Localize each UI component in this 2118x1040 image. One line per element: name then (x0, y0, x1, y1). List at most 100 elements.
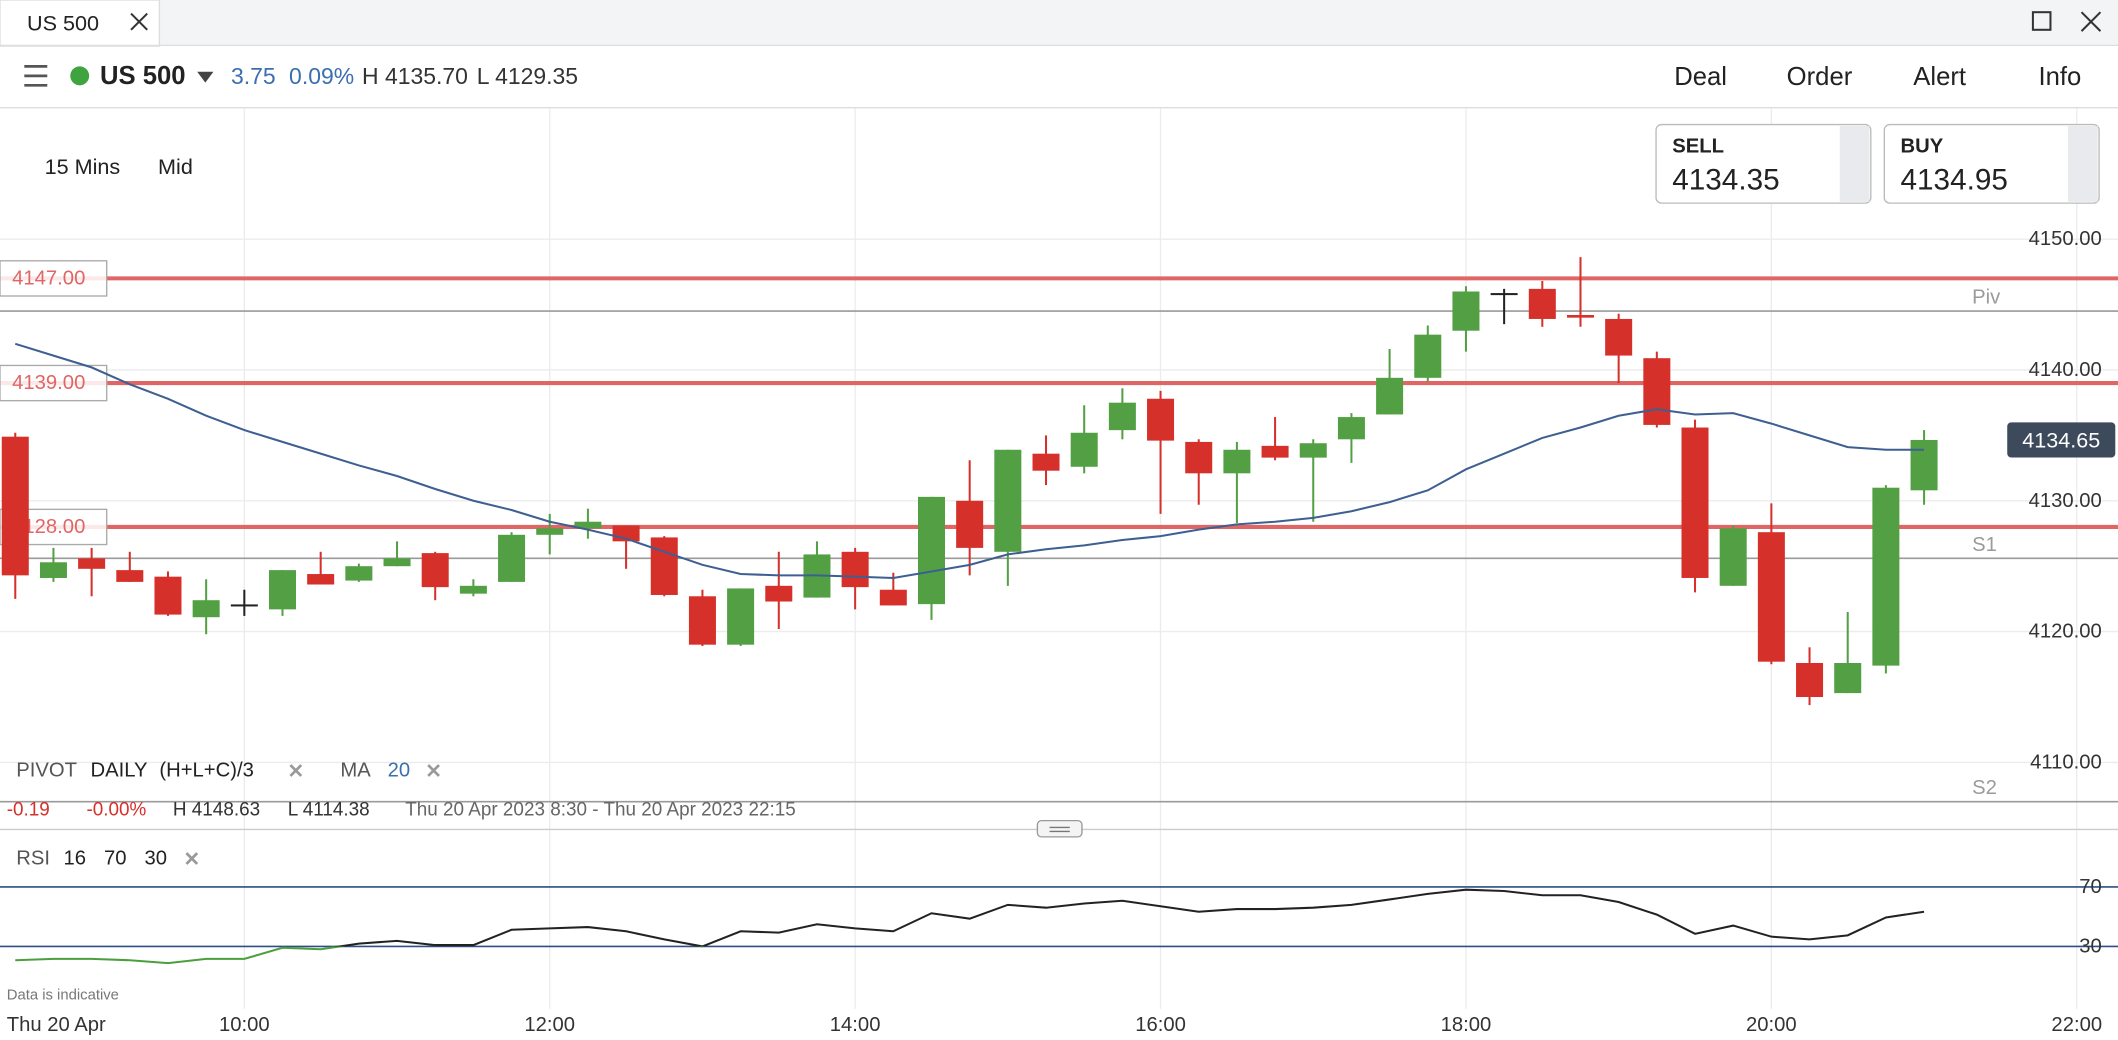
pivot-legend: PIVOT (16, 760, 77, 782)
menu-item[interactable]: Deal (1674, 63, 1727, 91)
ma-period: 20 (388, 760, 411, 782)
range-low: L 4114.38 (288, 799, 370, 820)
candle-body (917, 496, 946, 605)
sell-frame[interactable] (1655, 123, 1872, 204)
candle-body (1032, 453, 1060, 471)
change: 3.75 (231, 63, 276, 89)
pivot-period: DAILY (91, 760, 148, 782)
menu-item[interactable]: Alert (1913, 63, 1966, 91)
candle-body (1566, 315, 1594, 318)
candle-body (1452, 291, 1480, 331)
candle-body (1, 436, 29, 576)
menu-button[interactable] (24, 65, 48, 87)
x-tick-label: 20:00 (1746, 1014, 1797, 1036)
range-period: Thu 20 Apr 2023 8:30 - Thu 20 Apr 2023 2… (405, 799, 796, 820)
candle-body (574, 521, 602, 529)
candle-body (1528, 288, 1556, 319)
x-tick-label: 18:00 (1441, 1014, 1492, 1036)
remove-ma[interactable] (427, 764, 440, 777)
candle-body (345, 566, 373, 581)
candle-body (116, 570, 144, 582)
candle-body (1681, 427, 1709, 578)
candle-body (1910, 439, 1938, 491)
x-tick-label: 16:00 (1135, 1014, 1186, 1036)
buy-box[interactable]: BUY 4134.95 (1883, 123, 2100, 204)
footer-note: Data is indicative (7, 987, 119, 1003)
low: L 4129.35 (477, 63, 578, 89)
last-price-label: 4134.65 (2022, 427, 2100, 452)
rsi-period: 16 (63, 848, 86, 870)
interval[interactable]: 15 Mins (45, 154, 121, 179)
y-tick-label: 4150.00 (2029, 228, 2102, 250)
remove-pivot[interactable] (289, 764, 303, 777)
tab-bar (0, 0, 2118, 45)
remove-rsi[interactable] (185, 852, 199, 865)
rsi-legend: RSI (16, 848, 50, 870)
candle-body (498, 534, 526, 582)
rsi-oversold: 30 (145, 848, 168, 870)
tab-close[interactable] (130, 12, 148, 31)
x-tick-label: 22:00 (2051, 1014, 2102, 1036)
level-label: 4147.00 (12, 267, 85, 289)
rsi-overbought: 70 (104, 848, 127, 870)
candle-body (1108, 402, 1136, 431)
sell-box[interactable]: SELL 4134.35 (1655, 123, 1872, 204)
maximize-button[interactable] (2031, 11, 2052, 31)
status-dot (70, 66, 90, 86)
sell-price: 4134.35 (1672, 164, 1779, 197)
level-tag (0, 364, 108, 402)
price-type[interactable]: Mid (158, 154, 193, 179)
high: H 4135.70 (362, 63, 468, 89)
change-pct: 0.09% (289, 63, 354, 89)
chart: 10:00 12:00 14:00 16:00 18:00 20:00 22:00 Thu 2… (0, 108, 2118, 1036)
candle-body (192, 600, 220, 618)
candle-body (1376, 377, 1404, 415)
buy-shade (2068, 125, 2098, 202)
x-tick-label: 12:00 (524, 1014, 575, 1036)
candle-body (1643, 358, 1671, 425)
y-tick-label: 4140.00 (2029, 359, 2102, 381)
tab-title: US 500 (27, 11, 99, 36)
dropdown-arrow[interactable] (197, 71, 214, 83)
candle-body (1719, 528, 1747, 586)
buy-frame[interactable] (1883, 123, 2100, 204)
candle-body (536, 528, 564, 535)
candle-body (1261, 445, 1289, 458)
resize-handle[interactable] (1036, 819, 1083, 838)
candle-body (1757, 532, 1785, 662)
buy-label: BUY (1901, 135, 1944, 157)
rsi-line (15, 888, 1925, 965)
candle-body (1834, 663, 1862, 694)
candle-body (1337, 417, 1365, 440)
x-tick-label: 10:00 (219, 1014, 270, 1036)
candle-body (459, 585, 487, 594)
rsi-tick-label: 30 (2079, 935, 2102, 957)
candle-body (421, 553, 449, 588)
candle-body (307, 574, 335, 585)
candle-body (650, 537, 678, 595)
instrument-name[interactable]: US 500 (100, 62, 186, 90)
ma-legend: MA (340, 760, 371, 782)
y-tick-label: 4120.00 (2029, 621, 2102, 643)
candle-body (1605, 318, 1633, 356)
range-change-pct: -0.00% (86, 799, 146, 820)
candle-body (383, 558, 411, 567)
candle-body (765, 585, 793, 602)
x-start-label: Thu 20 Apr (7, 1014, 106, 1036)
sell-label: SELL (1672, 135, 1724, 157)
y-tick-label: 4110.00 (2030, 751, 2102, 773)
ma-line (14, 342, 1925, 579)
menu-item[interactable]: Order (1787, 63, 1853, 91)
tab[interactable] (0, 0, 161, 47)
menu-item[interactable]: Info (2039, 63, 2082, 91)
pivot-label: Piv (1972, 287, 2001, 309)
candle-body (268, 570, 297, 610)
close-window-button[interactable] (2080, 11, 2102, 32)
buy-price: 4134.95 (1901, 164, 2008, 197)
candle-body (1414, 334, 1442, 378)
pivot-formula: (H+L+C)/3 (159, 760, 253, 782)
candle-body (1147, 398, 1175, 441)
candle-body (39, 562, 67, 578)
candle-body (727, 588, 755, 645)
candle-body (688, 596, 716, 645)
